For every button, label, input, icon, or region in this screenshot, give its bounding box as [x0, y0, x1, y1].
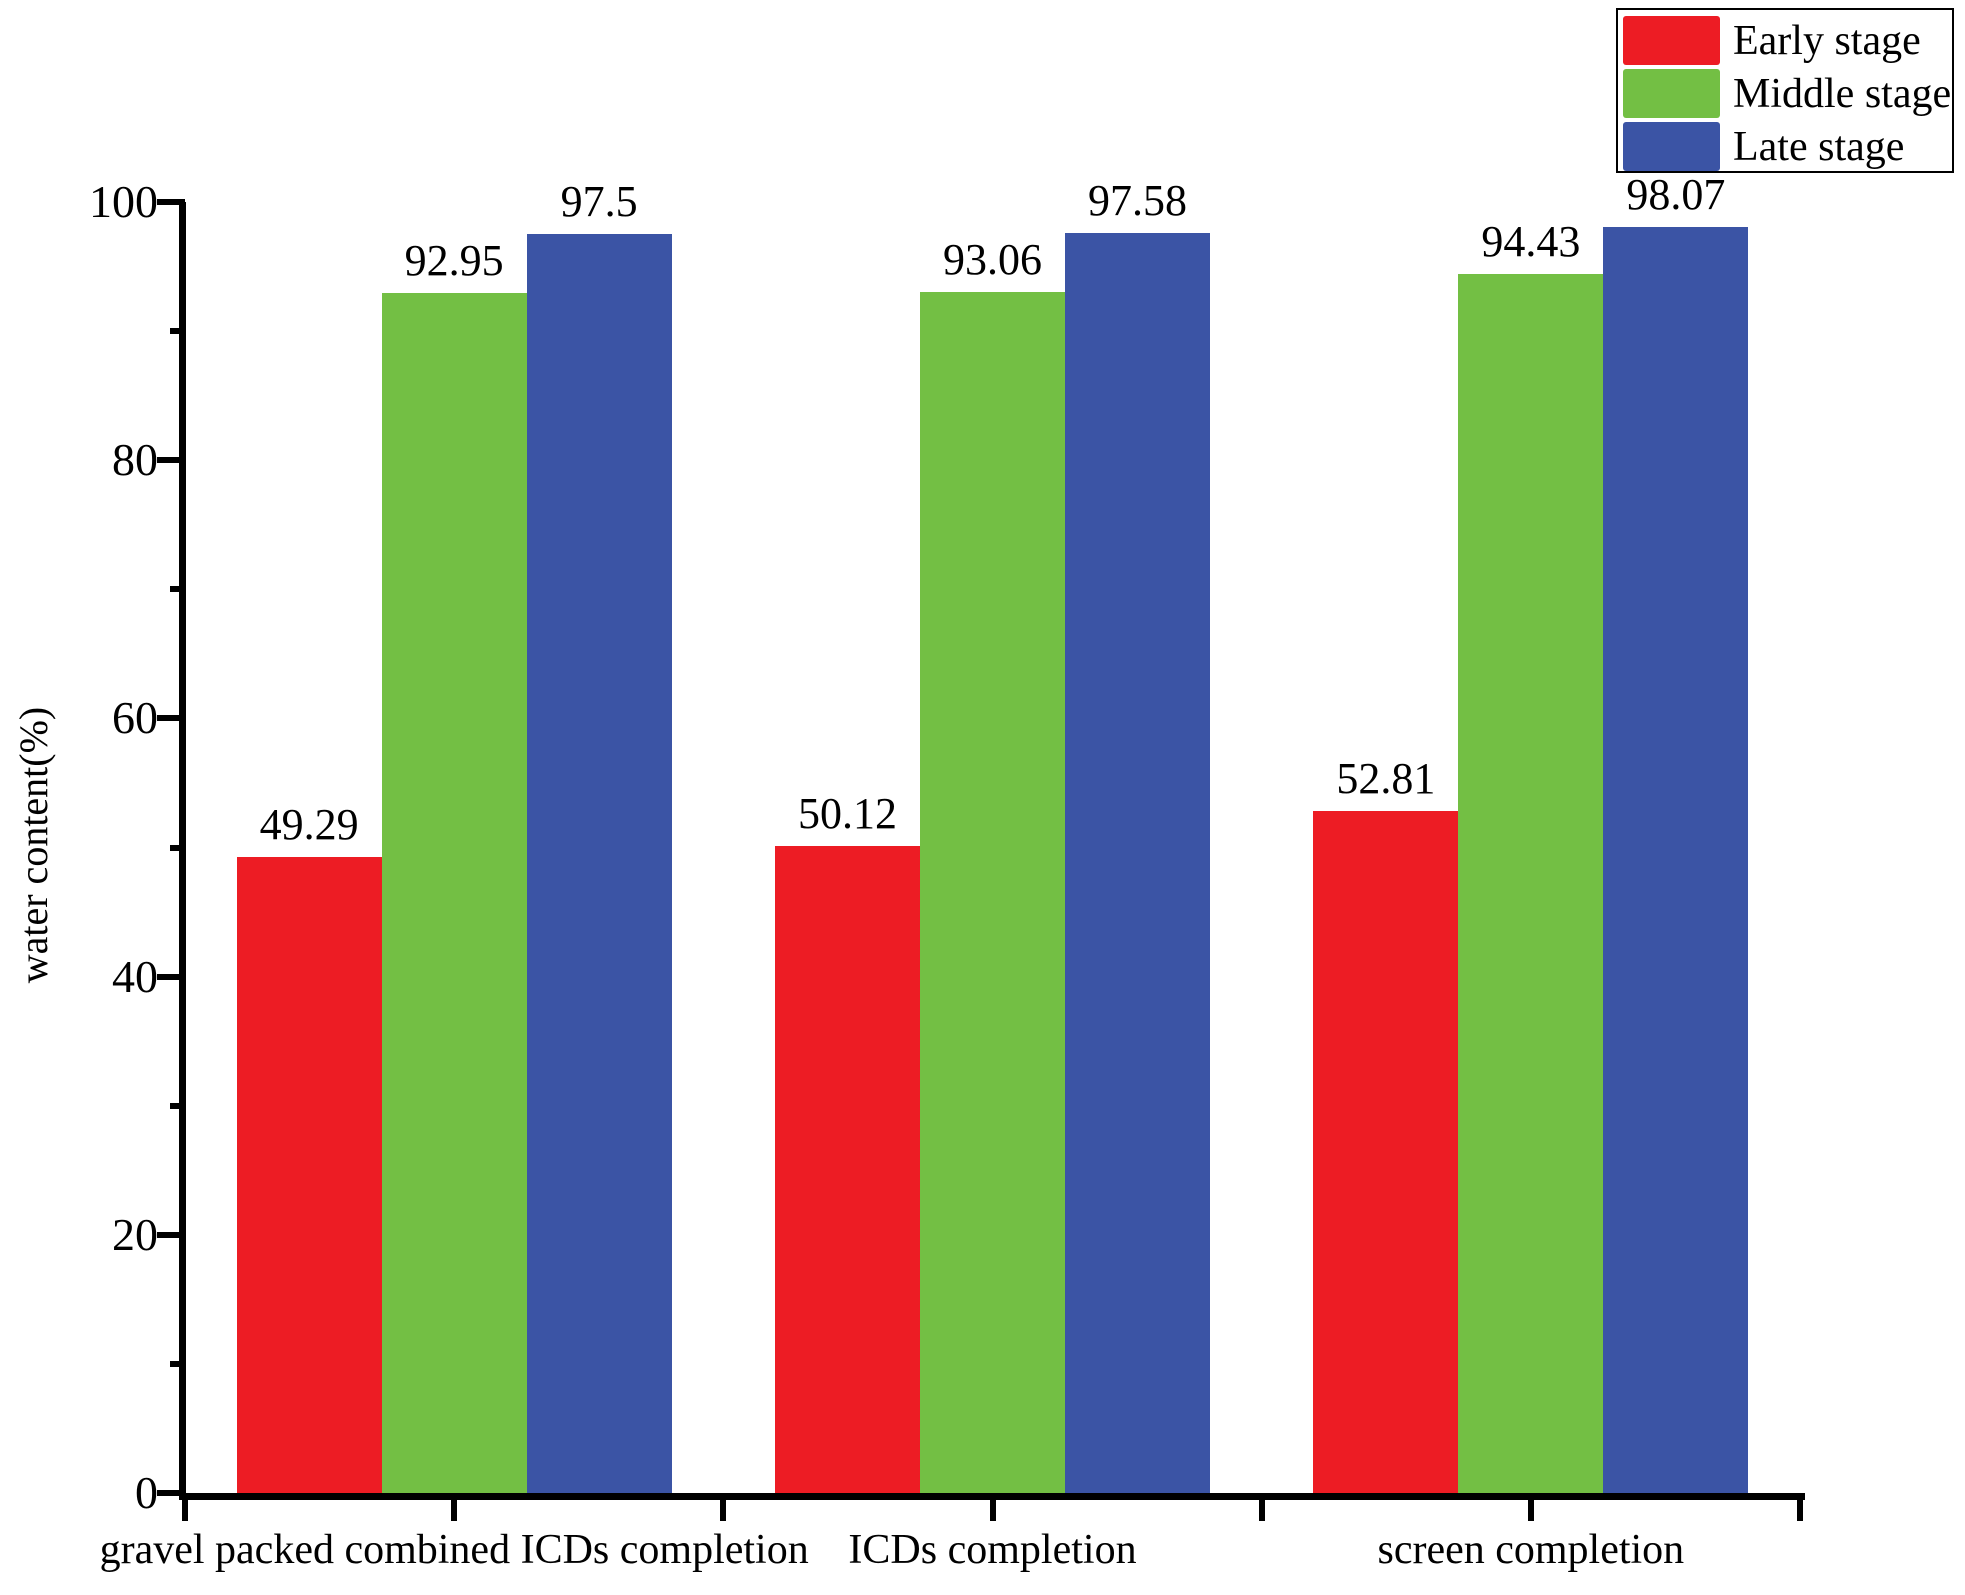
- legend-item-early-stage: Early stage: [1623, 15, 1952, 66]
- y-minor-tick-50: [170, 844, 185, 851]
- value-label-early-stage-cat2: 52.81: [1336, 754, 1436, 804]
- legend-label-late-stage: Late stage: [1733, 123, 1905, 170]
- bar-early-stage-cat1: [775, 845, 920, 1493]
- bar-middle-stage-cat2: [1458, 273, 1604, 1493]
- legend-swatch-middle-stage: [1623, 69, 1720, 118]
- value-label-late-stage-cat1: 97.58: [1088, 176, 1187, 226]
- value-label-early-stage-cat0: 49.29: [259, 799, 359, 849]
- bar-middle-stage-cat1: [920, 291, 1065, 1493]
- y-minor-tick-90: [170, 328, 185, 335]
- y-major-tick-60: [157, 715, 185, 722]
- y-axis-title: water content(%): [11, 706, 56, 984]
- legend-item-middle-stage: Middle stage: [1623, 68, 1952, 119]
- legend-swatch-early-stage: [1623, 16, 1720, 65]
- y-axis-line: [179, 202, 186, 1500]
- x-tick-3: [989, 1500, 996, 1521]
- y-tick-label-40: 40: [112, 950, 158, 1002]
- x-tick-5: [1527, 1500, 1534, 1521]
- x-tick-0: [182, 1500, 188, 1521]
- legend-label-early-stage: Early stage: [1733, 17, 1921, 64]
- y-tick-label-20: 20: [112, 1208, 158, 1260]
- value-label-late-stage-cat0: 97.5: [560, 177, 638, 227]
- x-tick-1: [451, 1500, 458, 1521]
- value-label-late-stage-cat2: 98.07: [1626, 169, 1726, 219]
- bar-late-stage-cat1: [1065, 233, 1210, 1493]
- y-minor-tick-70: [170, 586, 185, 593]
- y-tick-label-0: 0: [135, 1467, 158, 1518]
- y-major-tick-80: [157, 457, 185, 464]
- y-tick-label-80: 80: [112, 434, 158, 486]
- y-tick-label-60: 60: [112, 692, 158, 744]
- y-major-tick-20: [157, 1231, 185, 1238]
- value-label-middle-stage-cat2: 94.43: [1481, 216, 1581, 266]
- bar-middle-stage-cat0: [381, 293, 527, 1493]
- x-axis-line: [179, 1493, 1805, 1500]
- x-tick-6: [1797, 1500, 1803, 1521]
- y-major-tick-40: [157, 973, 185, 980]
- x-tick-2: [720, 1500, 727, 1521]
- y-major-tick-0: [157, 1490, 185, 1496]
- bar-early-stage-cat0: [236, 856, 382, 1493]
- legend-swatch-late-stage: [1623, 122, 1720, 171]
- legend-label-middle-stage: Middle stage: [1733, 70, 1952, 117]
- y-major-tick-100: [157, 199, 185, 205]
- value-label-early-stage-cat1: 50.12: [798, 788, 897, 838]
- legend: Early stage Middle stage Late stage: [1616, 8, 1954, 173]
- bar-late-stage-cat0: [526, 234, 672, 1493]
- bar-early-stage-cat2: [1313, 811, 1459, 1493]
- y-minor-tick-10: [170, 1360, 185, 1367]
- x-tick-4: [1258, 1500, 1265, 1521]
- category-label-2: screen completion: [1377, 1527, 1685, 1573]
- value-label-middle-stage-cat1: 93.06: [943, 234, 1042, 284]
- category-label-0: gravel packed combined ICDs completion: [99, 1527, 809, 1573]
- y-minor-tick-30: [170, 1102, 185, 1109]
- category-label-1: ICDs completion: [848, 1527, 1137, 1573]
- bar-late-stage-cat2: [1603, 226, 1749, 1493]
- value-label-middle-stage-cat0: 92.95: [404, 236, 504, 285]
- legend-item-late-stage: Late stage: [1623, 121, 1952, 172]
- y-tick-label-100: 100: [89, 176, 158, 227]
